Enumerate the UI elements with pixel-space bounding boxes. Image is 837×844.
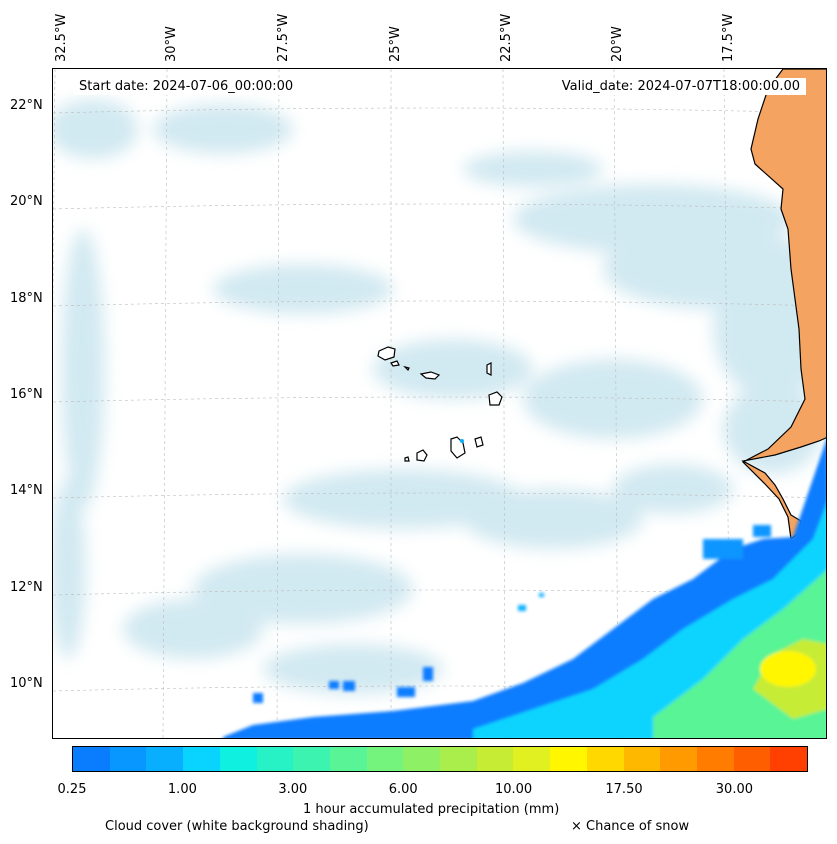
precip-cell xyxy=(253,693,263,703)
lon-label-20w: 20°W xyxy=(610,26,625,62)
precip-cell xyxy=(539,593,544,597)
colorbar-title: 1 hour accumulated precipitation (mm) xyxy=(303,802,560,817)
lat-label-16n: 16°N xyxy=(10,387,43,402)
lat-label-20n: 20°N xyxy=(10,194,43,209)
parallel-line xyxy=(53,396,826,403)
island-sal xyxy=(486,362,492,376)
precip-cell xyxy=(753,525,771,537)
island-santo-antao xyxy=(377,346,396,361)
colorbar-swatch xyxy=(660,747,697,771)
precip-cell xyxy=(703,539,743,559)
colorbar-tick-label: 0.25 xyxy=(57,782,87,797)
colorbar-swatch xyxy=(696,747,734,771)
colorbar-tick-label: 6.00 xyxy=(388,782,418,797)
colorbar-swatch xyxy=(403,747,441,771)
island-sao-vicente xyxy=(390,360,400,367)
parallel-line xyxy=(53,589,826,596)
colorbar-swatch xyxy=(366,747,404,771)
colorbar-swatch xyxy=(513,747,551,771)
colorbar-swatch xyxy=(550,747,587,771)
precip-spot xyxy=(460,439,464,443)
parallel-line xyxy=(53,107,826,114)
colorbar-swatch xyxy=(770,747,808,771)
lon-label-17-5w: 17.5°W xyxy=(721,13,736,62)
meridian-line xyxy=(276,69,280,738)
colorbar-tick-label: 3.00 xyxy=(278,782,308,797)
parallel-line xyxy=(53,203,826,210)
lon-label-22-5w: 22.5°W xyxy=(499,13,514,62)
lat-label-18n: 18°N xyxy=(10,291,43,306)
parallel-line xyxy=(53,300,826,307)
colorbar-swatch xyxy=(440,747,477,771)
lat-label-14n: 14°N xyxy=(10,483,43,498)
precip-cell xyxy=(343,681,355,691)
colorbar-swatch xyxy=(476,747,514,771)
africa-landmass xyxy=(741,69,826,541)
colorbar-swatch xyxy=(146,747,184,771)
precip-cell xyxy=(397,687,415,697)
island-brava xyxy=(404,456,410,462)
meridian-line xyxy=(53,69,56,327)
meridian-line xyxy=(162,69,168,738)
colorbar-tick-label: 10.00 xyxy=(494,782,533,797)
lat-label-10n: 10°N xyxy=(10,676,43,691)
colorbar-swatch xyxy=(293,747,330,771)
precipitation-colorbar xyxy=(72,746,808,772)
precip-cell xyxy=(329,681,339,689)
colorbar-swatch xyxy=(329,747,367,771)
colorbar-swatch xyxy=(183,747,220,771)
lat-label-12n: 12°N xyxy=(10,580,43,595)
lon-label-25w: 25°W xyxy=(388,26,403,62)
lat-label-22n: 22°N xyxy=(10,98,43,113)
colorbar-swatch xyxy=(219,747,257,771)
precip-peak xyxy=(760,651,816,687)
island-fogo xyxy=(416,449,428,462)
colorbar-swatch xyxy=(73,747,110,771)
map-canvas xyxy=(53,69,826,738)
cloud-cover-legend: Cloud cover (white background shading) xyxy=(105,819,369,834)
colorbar-tick-label: 17.50 xyxy=(605,782,643,797)
precip-cell xyxy=(423,667,433,681)
island-maio xyxy=(474,436,484,448)
snow-legend: × Chance of snow xyxy=(571,819,690,834)
map-panel xyxy=(52,68,827,739)
colorbar-tick-label: 30.00 xyxy=(715,782,753,797)
colorbar-swatch xyxy=(623,747,661,771)
colorbar-swatch xyxy=(256,747,294,771)
lon-label-27-5w: 27.5°W xyxy=(276,13,291,62)
start-date-label: Start date: 2024-07-06_00:00:00 xyxy=(73,78,300,95)
valid-date-label: Valid_date: 2024-07-07T18:00:00.00 xyxy=(555,78,806,95)
colorbar-tick-label: 1.00 xyxy=(167,782,197,797)
precip-cell xyxy=(518,605,526,611)
lon-label-32-5w: 32.5°W xyxy=(54,13,69,62)
island-sao-nicolau xyxy=(419,371,441,380)
island-santa-luzia xyxy=(403,365,410,372)
gridlines xyxy=(53,69,826,738)
parallel-line xyxy=(53,685,826,692)
colorbar-swatch xyxy=(109,747,147,771)
parallel-line xyxy=(53,492,826,499)
meridian-line xyxy=(502,69,506,738)
precipitation-field xyxy=(223,440,826,738)
cloud-cover-shading xyxy=(53,99,826,694)
colorbar-swatch xyxy=(733,747,771,771)
island-boa-vista xyxy=(488,391,503,406)
colorbar-swatch xyxy=(586,747,624,771)
lon-label-30w: 30°W xyxy=(164,26,179,62)
